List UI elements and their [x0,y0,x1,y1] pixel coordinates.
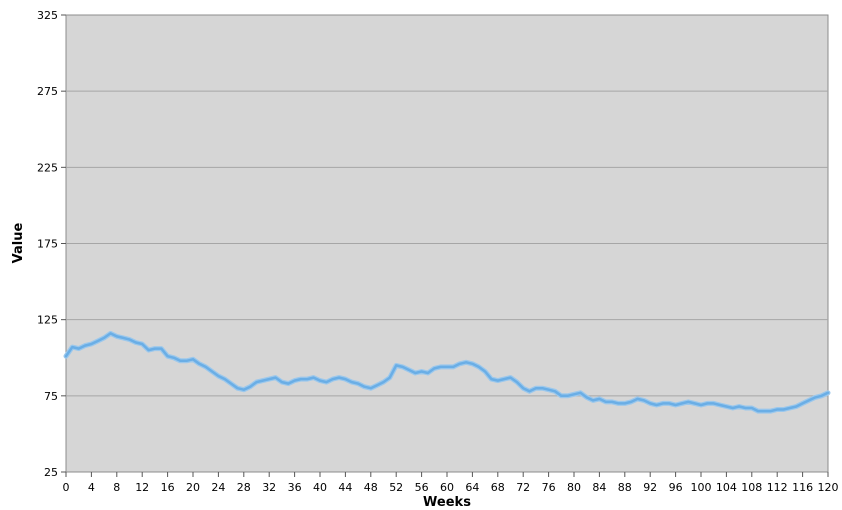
x-tick-label: 68 [491,481,505,494]
y-tick-label: 25 [44,466,58,479]
x-tick-label: 28 [237,481,251,494]
x-tick-label: 24 [211,481,225,494]
x-tick-label: 92 [643,481,657,494]
y-tick-label: 275 [37,85,58,98]
series-line [64,332,830,413]
y-tick-label: 125 [37,314,58,327]
x-tick-label: 80 [567,481,581,494]
x-tick-label: 112 [767,481,788,494]
y-tick-label: 175 [37,238,58,251]
x-tick-label: 40 [313,481,327,494]
x-tick-label: 60 [440,481,454,494]
y-tick-label: 325 [37,9,58,22]
x-tick-label: 8 [113,481,120,494]
y-axis-ticks: 25 75 125 175 225 275 325 [37,9,66,479]
x-tick-label: 12 [135,481,149,494]
x-tick-label: 56 [415,481,429,494]
x-tick-label: 76 [542,481,556,494]
x-axis-ticks: 0 4 8 12 16 20 24 28 32 36 40 44 48 52 56 60 64 68 72 76 80 8… [63,472,839,494]
x-tick-label: 100 [691,481,712,494]
gridlines [66,90,828,397]
x-tick-label: 52 [389,481,403,494]
x-tick-label: 0 [63,481,70,494]
x-tick-label: 88 [618,481,632,494]
y-axis-title: Value [11,222,26,263]
y-tick-label: 75 [44,390,58,403]
x-tick-label: 72 [516,481,530,494]
x-tick-label: 96 [669,481,683,494]
x-tick-label: 84 [592,481,606,494]
x-tick-label: 32 [262,481,276,494]
x-tick-label: 116 [792,481,813,494]
x-tick-label: 48 [364,481,378,494]
x-tick-label: 16 [161,481,175,494]
x-tick-label: 20 [186,481,200,494]
x-tick-label: 4 [88,481,95,494]
y-tick-label: 225 [37,161,58,174]
x-tick-label: 36 [288,481,302,494]
x-tick-label: 108 [741,481,762,494]
x-tick-label: 44 [338,481,352,494]
x-tick-label: 120 [818,481,839,494]
x-tick-label: 104 [716,481,737,494]
x-axis-title: Weeks [423,495,471,510]
x-tick-label: 64 [465,481,479,494]
series-group [63,330,831,414]
